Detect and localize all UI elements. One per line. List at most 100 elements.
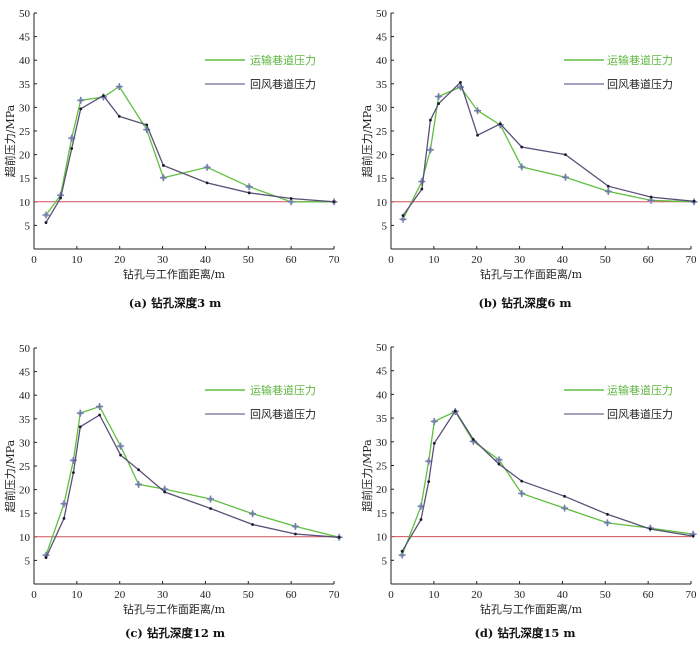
data-point-dot [606,512,609,516]
marker-ring [606,189,611,194]
marker-ring [250,511,255,516]
chart-panel-d: 5 10 15 20 25 30 35 40 45 50 0 10 20 30 40 50 60 70 钻孔与工作面… [360,342,697,640]
y-tick-label: 40 [19,55,31,67]
series-line-transport [45,85,334,216]
x-tick-label: 50 [600,254,612,266]
series-line-return [45,94,335,223]
panel-caption: (d) 钻孔深度15 m [474,626,575,640]
data-point-dot [471,438,475,441]
y-tick-label: 30 [376,102,388,114]
chart-panel-b: 5 10 15 20 25 30 35 40 45 50 0 10 20 30 40 50 60 70 钻孔与工作面… [360,8,698,310]
y-tick-label: 10 [376,197,388,209]
data-point-dot [691,534,695,538]
y-tick-label: 45 [19,32,31,44]
marker-ring [475,108,480,113]
data-point-dot [476,133,479,137]
y-tick-label: 5 [25,220,31,232]
data-point-dot [137,468,140,472]
marker-ring [496,457,502,463]
data-point-star [399,215,407,223]
data-point-dot [401,214,405,217]
data-point-star [430,417,438,425]
x-tick-label: 70 [329,589,341,601]
x-tick-label: 0 [388,589,394,601]
legend-label-return: 回风巷道压力 [607,77,673,91]
marker-ring [432,419,437,424]
y-tick-label: 45 [19,367,31,379]
marker-ring [605,520,610,526]
x-tick-label: 70 [329,254,341,266]
panel-caption: (c) 钻孔深度12 m [125,626,225,640]
x-tick-label: 30 [514,254,526,266]
y-axis-label: 超前压力/MPa [3,104,17,177]
y-tick-label: 30 [19,102,31,114]
x-tick-label: 40 [200,254,212,266]
data-point-dot [163,490,167,494]
x-tick-label: 50 [600,589,612,601]
y-tick-label: 20 [376,150,388,162]
x-tick-label: 20 [471,254,483,266]
data-point-dot [419,518,423,521]
y-tick-label: 25 [19,126,31,138]
panel-caption: (b) 钻孔深度6 m [478,296,571,310]
y-axis-label: 超前压力/MPa [3,439,17,512]
data-point-star [60,500,68,508]
marker-ring [426,459,431,464]
data-point-star [207,495,215,503]
marker-ring [648,198,654,203]
data-point-star [435,93,443,101]
series-line-transport [401,410,694,556]
marker-ring [428,147,433,153]
data-point-star [561,173,569,181]
y-tick-label: 15 [376,508,388,520]
x-tick-label: 40 [200,589,212,601]
y-tick-label: 5 [382,220,388,232]
marker-ring [419,179,425,184]
y-tick-label: 20 [19,485,31,497]
y-tick-label: 30 [19,437,31,449]
y-tick-label: 35 [19,414,31,426]
marker-ring [436,94,441,99]
marker-ring [204,165,210,170]
data-point-star [159,174,167,182]
x-tick-label: 20 [114,254,126,266]
series-line-transport [45,405,340,556]
y-tick-label: 25 [376,461,388,473]
data-point-dot [59,196,62,200]
data-point-star [418,178,426,186]
y-tick-label: 20 [19,150,31,162]
chart-panel-a: 5 10 15 20 25 30 35 40 45 50 0 10 20 30 40 50 60 70 钻孔与工作面… [3,8,340,310]
x-tick-label: 60 [286,254,298,266]
y-tick-label: 25 [19,461,31,473]
marker-ring [43,212,49,218]
x-tick-label: 50 [243,589,255,601]
data-point-dot [432,441,436,445]
y-tick-label: 35 [376,413,388,425]
marker-ring [246,184,252,189]
data-point-dot [649,195,653,199]
marker-ring [418,504,424,509]
y-tick-label: 40 [19,390,31,402]
marker-ring [78,98,83,103]
data-point-dot [497,462,501,466]
data-point-dot [289,197,293,200]
marker-ring [117,84,122,89]
data-point-dot [453,409,457,413]
data-point-star [604,187,612,195]
marker-ring [208,496,213,502]
x-tick-label: 60 [643,254,655,266]
panel-caption: (a) 钻孔深度3 m [129,296,222,310]
x-tick-label: 10 [428,254,440,266]
y-tick-label: 40 [376,55,388,67]
data-point-star [398,551,406,559]
y-tick-label: 20 [376,484,388,496]
marker-ring [161,175,166,180]
data-point-star [115,83,123,91]
x-tick-label: 30 [157,254,169,266]
series-line-return [402,81,695,216]
marker-ring [61,501,67,506]
x-axis-label: 钻孔与工作面距离/m [123,602,226,616]
data-point-dot [70,147,74,150]
data-point-dot [117,114,121,118]
chart-panel-c: 5 10 15 20 25 30 35 40 45 50 0 10 20 30 40 50 60 70 钻孔与工作面… [3,343,343,640]
